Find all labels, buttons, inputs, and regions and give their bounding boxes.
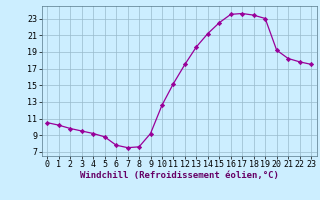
X-axis label: Windchill (Refroidissement éolien,°C): Windchill (Refroidissement éolien,°C) [80,171,279,180]
